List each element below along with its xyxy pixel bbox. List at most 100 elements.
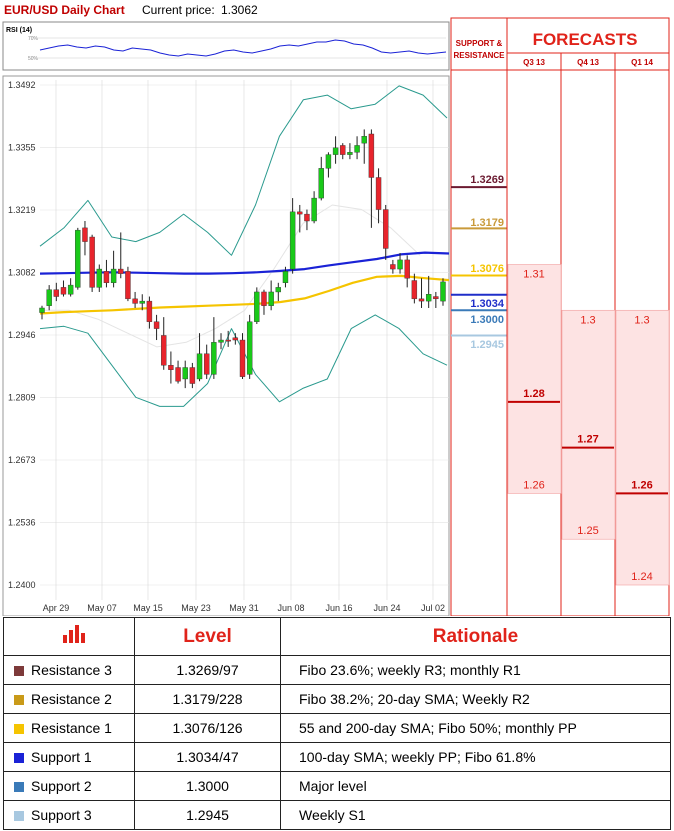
forecast-quarter-label: Q4 13 [577, 58, 599, 67]
candle-bull [318, 168, 324, 199]
level-value: 1.3076/126 [134, 713, 281, 743]
sr-level-label: 1.3034 [470, 298, 505, 310]
level-row: Resistance 3 1.3269/97 Fibo 23.6%; weekly … [3, 655, 671, 685]
y-tick-label: 1.2400 [8, 580, 36, 590]
level-name: Support 2 [31, 778, 92, 794]
forecast-range-box [615, 309, 670, 586]
forecast-top-value: 1.3 [634, 314, 649, 326]
level-color-swatch [14, 782, 24, 792]
candle-bear [225, 339, 231, 342]
levels-table: Level Rationale Resistance 3 1.3269/97 Fib… [3, 617, 671, 830]
candle-bull [110, 268, 117, 284]
forecast-median-value: 1.28 [523, 388, 544, 400]
candle-bear [161, 335, 167, 366]
forecast-median-value: 1.27 [577, 434, 598, 446]
candle-bear [368, 133, 375, 178]
candle-bull [354, 145, 360, 153]
candle-bull [75, 229, 81, 288]
y-tick-label: 1.3082 [8, 268, 36, 278]
candle-bull [311, 197, 317, 222]
y-tick-label: 1.2536 [8, 518, 36, 528]
candle-bear [168, 365, 174, 370]
y-tick-label: 1.2809 [8, 393, 36, 403]
level-color-swatch [14, 724, 24, 734]
level-rationale: Fibo 38.2%; 20-day SMA; Weekly R2 [280, 684, 671, 714]
y-tick-label: 1.2673 [8, 455, 36, 465]
rsi-panel [2, 21, 450, 71]
forecast-columns: Q3 13 1.31 1.28 1.26 Q4 13 1.3 1.27 1.25 Q1 14 1.… [507, 58, 670, 586]
level-name-cell: Support 2 [3, 771, 135, 801]
forecast-low-value: 1.26 [523, 479, 544, 491]
candle-bear [375, 177, 382, 210]
candle-bull [46, 289, 52, 306]
level-rows: Resistance 3 1.3269/97 Fibo 23.6%; weekly … [3, 655, 671, 830]
sr-header-line2: RESISTANCE [454, 51, 506, 60]
forecast-quarter-label: Q3 13 [523, 58, 545, 67]
candle-bear [232, 337, 239, 341]
forecast-top-value: 1.3 [580, 314, 595, 326]
x-tick-label: May 31 [229, 603, 259, 613]
candle-bear [82, 227, 88, 242]
candle-bull [211, 342, 217, 375]
candle-bull [425, 294, 432, 302]
sr-header-line1: SUPPORT & [456, 39, 503, 48]
price-plot-frame [2, 75, 450, 616]
candle-bear [118, 268, 124, 274]
candle-bear [146, 300, 153, 322]
candle-bull [254, 291, 260, 322]
candle-bull [246, 321, 253, 375]
level-name: Support 3 [31, 807, 92, 823]
sr-level-label: 1.3076 [470, 263, 504, 275]
x-tick-label: May 07 [87, 603, 117, 613]
rationale-header: Rationale [280, 617, 671, 656]
candle-bear [418, 298, 425, 302]
y-tick-label: 1.3355 [8, 143, 36, 153]
candle-bull [282, 271, 289, 284]
forecast-range-box [507, 264, 562, 494]
level-color-swatch [14, 811, 24, 821]
chart-title: EUR/USD Daily Chart [4, 3, 125, 17]
candle-bull [182, 367, 188, 380]
candle-bear [239, 339, 246, 377]
bars-icon-cell [3, 617, 135, 656]
forecast-low-value: 1.25 [577, 525, 598, 537]
level-row: Resistance 1 1.3076/126 55 and 200-day SMA… [3, 713, 671, 743]
sr-level-label: 1.3269 [470, 174, 504, 186]
current-price-label: Current price: [142, 3, 215, 17]
candle-bear [153, 321, 160, 329]
forecast-top-value: 1.31 [523, 268, 544, 280]
candle-bear [125, 271, 131, 300]
rsi-line [39, 39, 447, 57]
x-tick-label: Jun 08 [277, 603, 304, 613]
y-tick-label: 1.3492 [8, 80, 36, 90]
candle-bull [218, 339, 224, 343]
bollinger-upper-band [39, 85, 448, 256]
candle-bull [347, 152, 353, 155]
candle-bear [304, 213, 310, 222]
level-name-cell: Resistance 1 [3, 713, 135, 743]
bollinger-mid-line [40, 204, 421, 348]
level-header: Level [134, 617, 281, 656]
candle-bull [67, 284, 74, 295]
candle-bull [39, 307, 45, 313]
candle-bull [96, 268, 102, 288]
candle-bear [175, 367, 181, 382]
candle-bear [132, 298, 138, 304]
candle-bear [390, 264, 396, 270]
candle-bull [361, 136, 367, 144]
level-name-cell: Support 3 [3, 800, 135, 830]
sr-column [450, 17, 508, 616]
candle-bear [340, 145, 346, 155]
sr-levels: 1.3269 1.3179 1.3076 1.3034 1.3000 1.2945 [451, 174, 507, 351]
x-tick-label: May 23 [181, 603, 211, 613]
level-name: Resistance 3 [31, 662, 112, 678]
level-row: Support 2 1.3000 Major level [3, 771, 671, 801]
level-value: 1.3179/228 [134, 684, 281, 714]
candle-bear [53, 289, 60, 297]
level-name-cell: Resistance 2 [3, 684, 135, 714]
eurusd-chart: EUR/USD Daily Chart Current price: 1.306… [2, 3, 670, 616]
forecast-header: FORECASTS [533, 30, 638, 49]
candle-bear [383, 209, 389, 249]
current-price-value: 1.3062 [221, 3, 258, 17]
candle-bull [397, 259, 403, 270]
